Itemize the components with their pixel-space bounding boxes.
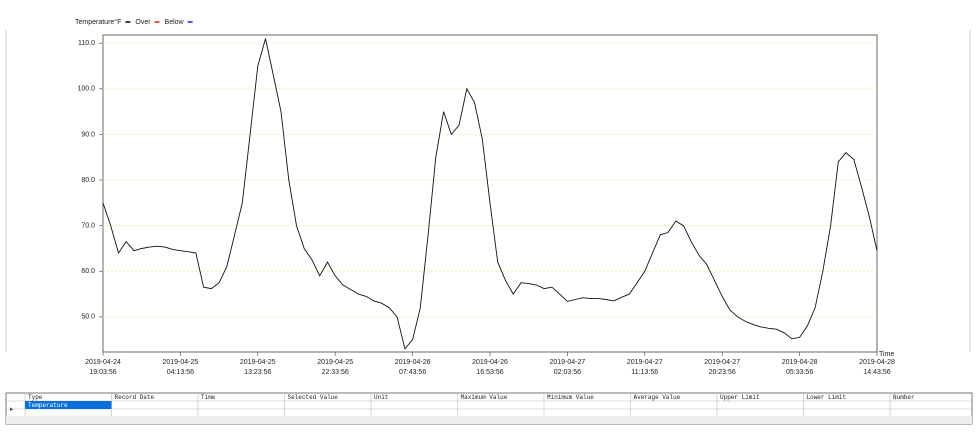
column-header: Average Value	[634, 394, 681, 401]
x-tick-time: 16:53:56	[476, 369, 503, 376]
y-tick-label: 70.0	[81, 222, 95, 229]
y-tick-label: 50.0	[81, 314, 95, 321]
x-tick-time: 13:23:56	[244, 369, 271, 376]
x-tick-time: 19:03:56	[89, 369, 116, 376]
selected-cell	[25, 401, 112, 409]
column-header: Number	[893, 394, 915, 401]
x-axis-label: Time	[879, 351, 894, 358]
y-tick-label: 60.0	[81, 268, 95, 275]
column-header: Record Date	[115, 394, 155, 401]
column-header: Lower Limit	[807, 394, 847, 401]
column-header: Unit	[374, 394, 388, 401]
plot-frame	[102, 34, 878, 353]
y-tick-label: 80.0	[81, 177, 95, 184]
column-header: Time	[201, 394, 216, 401]
data-table: ▸ Type Record Date Time Selected Value Unit M…	[5, 392, 973, 425]
column-header: Upper Limit	[720, 394, 760, 401]
x-tick-time: 02:03:56	[554, 369, 581, 376]
x-tick-time: 20:23:56	[709, 369, 736, 376]
x-tick-date: 2019-04-26	[472, 359, 508, 366]
column-header: Maximum Value	[461, 394, 508, 401]
y-tick-label: 100.0	[77, 86, 95, 93]
x-tick-date: 2019-04-27	[549, 359, 585, 366]
x-tick-date: 2019-04-27	[704, 359, 740, 366]
table-footer	[6, 416, 972, 424]
column-header: Type	[28, 394, 43, 401]
x-tick-date: 2019-04-25	[240, 359, 276, 366]
x-tick-time: 05:33:56	[786, 369, 813, 376]
x-tick-time: 14:43:56	[863, 369, 890, 376]
x-tick-time: 11:13:56	[631, 369, 658, 376]
legend-label: Below	[165, 19, 185, 26]
column-header: Selected Value	[288, 394, 339, 401]
x-tick-date: 2019-04-27	[627, 359, 663, 366]
table-cell: Temperature	[28, 402, 68, 409]
x-tick-time: 22:33:56	[322, 369, 349, 376]
y-tick-label: 110.0	[78, 40, 95, 47]
line-series	[102, 38, 878, 350]
y-tick-label: 90.0	[81, 131, 95, 138]
x-tick-date: 2019-04-24	[85, 359, 121, 366]
column-header: Minimum Value	[547, 394, 594, 401]
x-tick-date: 2019-04-26	[395, 359, 431, 366]
x-tick-date: 2019-04-28	[859, 359, 895, 366]
legend-label: Over	[135, 19, 151, 26]
x-tick-time: 04:13:56	[167, 369, 194, 376]
row-indicator: ▸	[10, 406, 14, 413]
legend-label: Temperature°F	[75, 18, 121, 26]
x-tick-date: 2019-04-25	[162, 359, 198, 366]
x-tick-date: 2019-04-28	[782, 359, 818, 366]
x-tick-time: 07:43:56	[399, 369, 426, 376]
x-tick-date: 2019-04-25	[317, 359, 353, 366]
